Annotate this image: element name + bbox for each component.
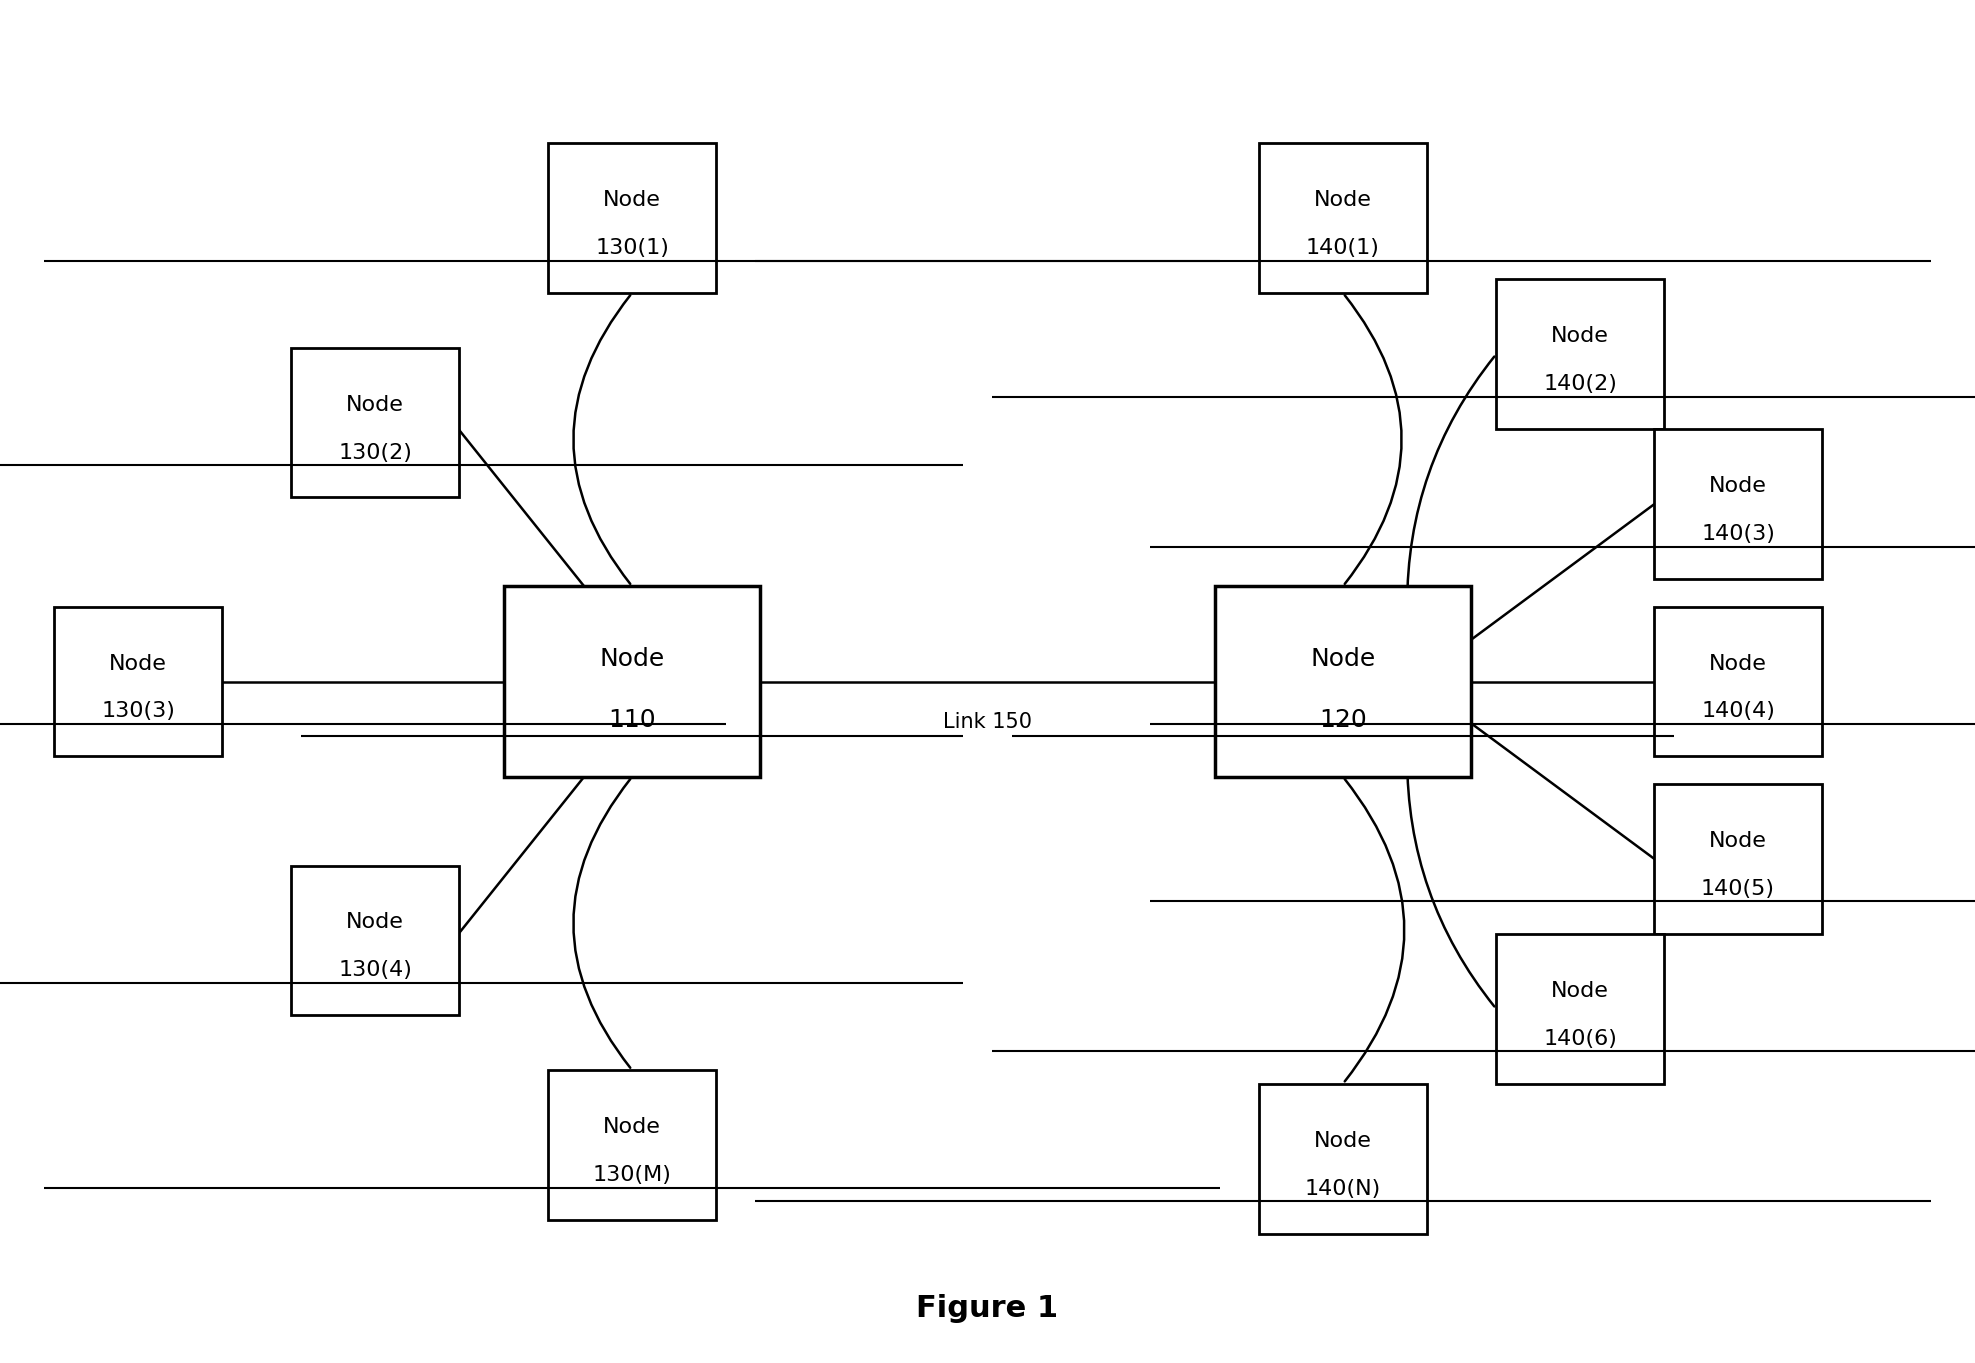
Text: Node: Node xyxy=(602,189,662,210)
Text: Node: Node xyxy=(109,653,168,673)
Bar xyxy=(1497,934,1665,1084)
Bar xyxy=(292,866,458,1015)
Bar xyxy=(549,1070,717,1220)
Text: Node: Node xyxy=(1309,646,1377,671)
Bar xyxy=(55,607,223,756)
Text: Node: Node xyxy=(598,646,666,671)
Text: 130(2): 130(2) xyxy=(338,443,413,462)
Text: Node: Node xyxy=(1550,326,1610,346)
Text: Node: Node xyxy=(1708,830,1768,851)
Text: 140(5): 140(5) xyxy=(1700,879,1776,898)
Text: 140(1): 140(1) xyxy=(1305,239,1381,258)
Text: 130(4): 130(4) xyxy=(338,961,413,980)
Bar xyxy=(292,348,458,497)
Text: 140(4): 140(4) xyxy=(1700,702,1776,721)
Text: 140(6): 140(6) xyxy=(1542,1029,1618,1048)
Text: Figure 1: Figure 1 xyxy=(916,1293,1059,1323)
Text: Node: Node xyxy=(602,1116,662,1137)
Text: Node: Node xyxy=(1708,476,1768,496)
Text: Node: Node xyxy=(346,912,405,932)
Text: Node: Node xyxy=(1313,189,1373,210)
Text: 130(M): 130(M) xyxy=(592,1165,672,1184)
Bar xyxy=(549,143,717,293)
Bar xyxy=(1655,429,1823,579)
Text: 140(N): 140(N) xyxy=(1305,1179,1381,1198)
Bar xyxy=(1260,143,1428,293)
Bar xyxy=(1655,607,1823,756)
Bar xyxy=(504,586,760,777)
Bar xyxy=(1260,1084,1428,1234)
Text: Node: Node xyxy=(1550,980,1610,1000)
Text: 120: 120 xyxy=(1319,707,1367,732)
Text: Node: Node xyxy=(1313,1130,1373,1150)
Text: Node: Node xyxy=(1708,653,1768,673)
Bar xyxy=(1215,586,1471,777)
Text: 140(2): 140(2) xyxy=(1542,375,1618,394)
Text: 130(3): 130(3) xyxy=(101,702,176,721)
Text: Link 150: Link 150 xyxy=(942,713,1033,732)
Text: Node: Node xyxy=(346,394,405,414)
Bar xyxy=(1655,784,1823,934)
Text: 130(1): 130(1) xyxy=(594,239,670,258)
Text: 140(3): 140(3) xyxy=(1700,525,1776,544)
Text: 110: 110 xyxy=(608,707,656,732)
Bar xyxy=(1497,279,1665,429)
